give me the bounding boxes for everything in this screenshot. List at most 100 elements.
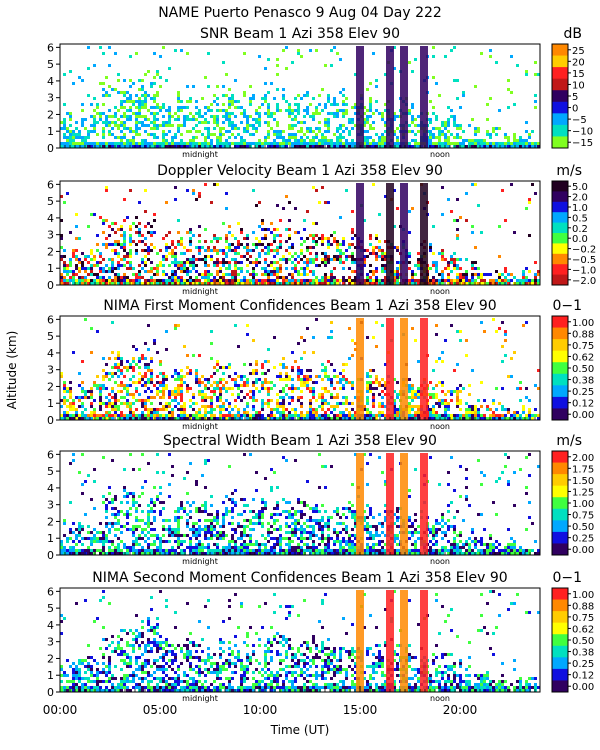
- colorbar: 1.000.880.750.620.500.380.250.120.00: [551, 587, 594, 693]
- colorbar-tick-label: 0.50: [572, 636, 594, 647]
- colorbar-swatch: [552, 543, 568, 556]
- panels: SNR Beam 1 Azi 358 Elev 90 dB 0 1 2 3 4 5 6 midni…: [43, 26, 597, 717]
- y-tick-label: 6: [47, 585, 54, 598]
- y-tick-label: 1: [47, 532, 54, 545]
- colorbar-tick-label: 2.00: [572, 453, 594, 464]
- colorbar-swatch: [552, 113, 568, 126]
- colorbar-swatch: [552, 339, 568, 352]
- colorbar-unit: dB: [564, 26, 583, 42]
- colorbar-tick-label: 25: [572, 46, 585, 57]
- colorbar-swatch: [552, 212, 568, 224]
- colorbar-swatch: [552, 181, 568, 192]
- x-tick-label: 10:00: [243, 703, 278, 717]
- colorbar-swatch: [552, 588, 568, 601]
- y-tick-label: 5: [47, 195, 54, 208]
- panel-title: SNR Beam 1 Azi 358 Elev 90: [200, 26, 400, 42]
- colorbar-tick-label: 1.25: [572, 487, 594, 498]
- colorbar-tick-label: 0.25: [572, 534, 594, 545]
- colorbar-swatch: [552, 657, 568, 670]
- y-tick-label: 2: [47, 108, 54, 121]
- y-tick-label: 2: [47, 515, 54, 528]
- colorbar: 1.000.880.750.620.500.380.250.120.00: [551, 315, 594, 421]
- colorbar-swatch: [552, 485, 568, 498]
- y-tick-label: 5: [47, 58, 54, 71]
- colorbar-tick-label: 1.50: [572, 476, 594, 487]
- colorbar-tick-label: 0.38: [572, 648, 594, 659]
- y-tick-label: 4: [47, 619, 54, 632]
- colorbar-swatch: [552, 645, 568, 658]
- y-tick-label: 6: [47, 41, 54, 54]
- panel-title: Doppler Velocity Beam 1 Azi 358 Elev 90: [157, 163, 443, 179]
- panel-5: NIMA Second Moment Confidences Beam 1 Az…: [47, 570, 594, 703]
- heatmap-cells: [60, 453, 540, 555]
- colorbar-tick-label: 0.38: [572, 376, 594, 387]
- colorbar-tick-label: 0.00: [572, 545, 594, 556]
- colorbar-swatch: [552, 373, 568, 386]
- colorbar-tick-label: 0.25: [572, 659, 594, 670]
- figure-title: NAME Puerto Penasco 9 Aug 04 Day 222: [158, 5, 442, 21]
- colorbar-swatch: [552, 531, 568, 544]
- colorbar-swatch: [552, 44, 568, 57]
- colorbar-tick-label: −1.0: [572, 265, 596, 276]
- colorbar-swatch: [552, 462, 568, 475]
- y-tick-label: 0: [47, 279, 54, 292]
- panel-title: NIMA Second Moment Confidences Beam 1 Az…: [92, 570, 507, 586]
- x-tick-label: 00:00: [43, 703, 78, 717]
- y-tick-label: 3: [47, 229, 54, 242]
- colorbar: 5.02.01.00.50.20.0−0.2−0.5−1.0−2.0: [551, 180, 596, 287]
- y-tick-label: 3: [47, 636, 54, 649]
- colorbar-swatch: [552, 668, 568, 681]
- colorbar-unit: m/s: [556, 433, 582, 449]
- colorbar-tick-label: 0.88: [572, 329, 594, 340]
- x-tick-label: 20:00: [443, 703, 478, 717]
- colorbar-swatch: [552, 78, 568, 91]
- colorbar-swatch: [552, 497, 568, 510]
- time-marker: noon: [430, 287, 450, 296]
- colorbar-swatch: [552, 101, 568, 114]
- colorbar-tick-label: 0.50: [572, 364, 594, 375]
- colorbar-swatch: [552, 622, 568, 635]
- x-axis: 00:00 05:00 10:00 15:00 20:00: [43, 686, 478, 717]
- y-tick-label: 5: [47, 465, 54, 478]
- time-marker: midnight: [182, 422, 218, 431]
- panel-1: SNR Beam 1 Azi 358 Elev 90 dB 0 1 2 3 4 5 6 midni…: [47, 26, 593, 159]
- colorbar-tick-label: 15: [572, 69, 585, 80]
- y-tick-label: 3: [47, 499, 54, 512]
- x-tick-label: 15:00: [343, 703, 378, 717]
- colorbar-tick-label: 0.75: [572, 613, 594, 624]
- colorbar-tick-label: −2.0: [572, 276, 596, 287]
- y-axis-label: Altitude (km): [5, 331, 19, 410]
- y-tick-label: 2: [47, 245, 54, 258]
- colorbar-swatch: [552, 222, 568, 234]
- colorbar-unit: 0−1: [552, 298, 582, 314]
- y-tick-label: 2: [47, 380, 54, 393]
- colorbar-swatch: [552, 55, 568, 68]
- time-marker: midnight: [182, 287, 218, 296]
- colorbar-swatch: [552, 201, 568, 213]
- colorbar-swatch: [552, 611, 568, 624]
- y-tick-label: 1: [47, 397, 54, 410]
- colorbar-tick-label: 0.25: [572, 387, 594, 398]
- y-tick-label: 0: [47, 686, 54, 699]
- panel-title: Spectral Width Beam 1 Azi 358 Elev 90: [163, 433, 437, 449]
- colorbar-tick-label: −15: [572, 138, 593, 149]
- colorbar-swatch: [552, 90, 568, 103]
- y-tick-label: 1: [47, 262, 54, 275]
- colorbar-swatch: [552, 408, 568, 421]
- colorbar-swatch: [552, 136, 568, 149]
- panel-2: Doppler Velocity Beam 1 Azi 358 Elev 90 m…: [47, 163, 596, 296]
- colorbar-swatch: [552, 253, 568, 265]
- colorbar-swatch: [552, 474, 568, 487]
- colorbar-tick-label: 0.62: [572, 624, 594, 635]
- y-tick-label: 2: [47, 652, 54, 665]
- x-axis-label: Time (UT): [270, 723, 330, 737]
- colorbar-tick-label: 0.2: [572, 224, 588, 235]
- panel-3: NIMA First Moment Confidences Beam 1 Azi…: [47, 298, 594, 431]
- time-marker: noon: [430, 422, 450, 431]
- y-tick-label: 6: [47, 178, 54, 191]
- time-marker: noon: [430, 694, 450, 703]
- colorbar-tick-label: 0.88: [572, 601, 594, 612]
- colorbar-swatch: [552, 274, 568, 286]
